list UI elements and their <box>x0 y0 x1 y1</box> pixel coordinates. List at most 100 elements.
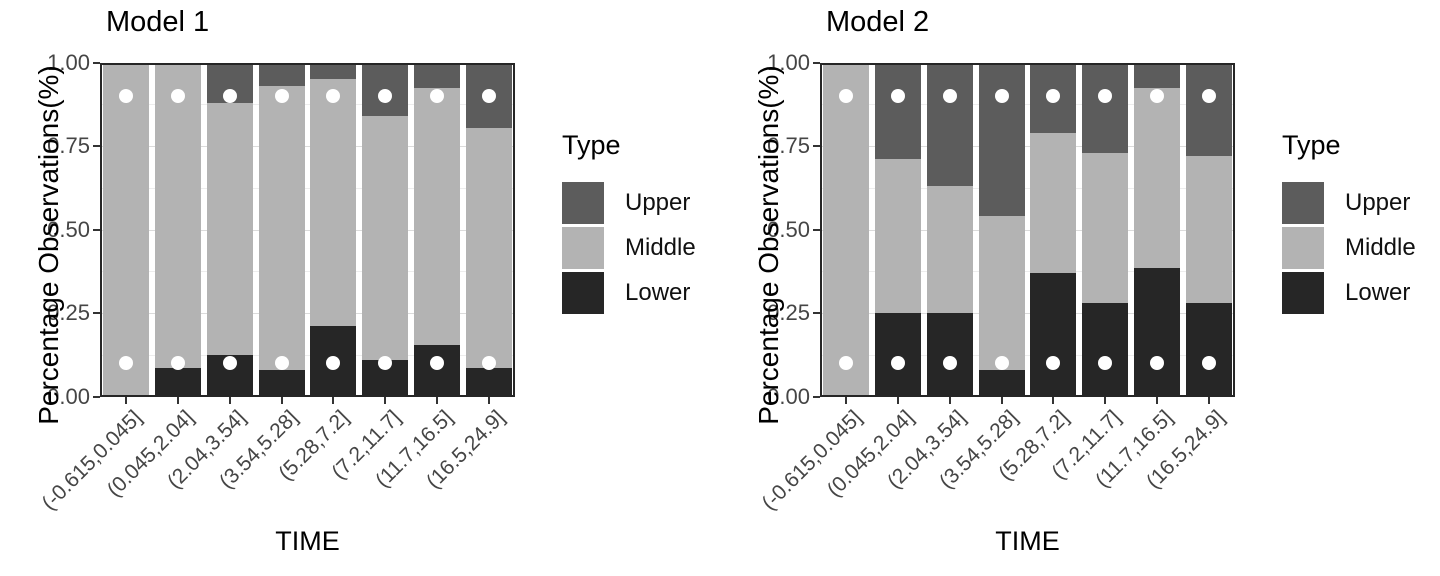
bar-segment-upper <box>1186 62 1233 157</box>
x-axis-tick <box>844 396 847 404</box>
legend-item-lower: Lower <box>562 272 690 314</box>
gridline-minor <box>820 354 1235 356</box>
legend-item-upper: Upper <box>1282 182 1410 224</box>
gridline-minor <box>820 271 1235 273</box>
point-marker <box>222 88 237 103</box>
x-axis-tick <box>1156 396 1159 404</box>
x-axis-tick <box>280 396 283 404</box>
y-tick-label: 0.50 <box>767 216 810 242</box>
x-axis-tick <box>124 396 127 404</box>
legend-item-middle: Middle <box>562 227 696 269</box>
point-marker <box>838 88 853 103</box>
bar-segment-lower <box>154 368 201 397</box>
gridline-major <box>100 313 515 314</box>
bar-segment-lower <box>874 313 921 397</box>
x-axis-tick <box>488 396 491 404</box>
bar-segment-middle <box>206 102 253 355</box>
x-axis-tick <box>1052 396 1055 404</box>
point-marker <box>1150 88 1165 103</box>
legend-label-lower: Lower <box>1345 279 1411 306</box>
point-marker <box>378 356 393 371</box>
legend: Type Upper Middle Lower <box>1282 130 1438 320</box>
y-tick-label: 0.50 <box>47 216 90 242</box>
y-tick-label: 0.00 <box>47 383 90 409</box>
gridline-major <box>820 146 1235 147</box>
y-axis-tick <box>813 228 820 231</box>
bar-segment-lower <box>258 369 305 397</box>
y-axis-tick <box>93 312 100 314</box>
gridline-minor <box>100 187 515 189</box>
point-marker <box>482 88 497 103</box>
bar-segment-middle <box>1082 152 1129 303</box>
chart-model-1: (-0.615,0.045] (0.045,2.04] (2.04,3.54] (3.… <box>33 6 718 556</box>
gridline-minor <box>100 271 515 273</box>
point-marker <box>430 88 445 103</box>
gridline-minor <box>820 104 1235 106</box>
point-marker <box>170 356 185 371</box>
bar-segment-upper <box>926 62 973 187</box>
y-axis-tick <box>93 228 100 231</box>
point-marker <box>1098 88 1113 103</box>
legend-item-upper: Upper <box>562 182 690 224</box>
x-axis-tick <box>1208 396 1211 404</box>
gridline-minor <box>820 187 1235 189</box>
point-marker <box>482 356 497 371</box>
legend-swatch-upper <box>1282 182 1324 224</box>
point-marker <box>1046 356 1061 371</box>
y-tick-label: 0.00 <box>767 383 810 409</box>
y-tick-label: 1.00 <box>767 49 810 75</box>
legend-title: Type <box>562 130 621 160</box>
bar-segment-middle <box>258 85 305 370</box>
point-marker <box>170 88 185 103</box>
bar-segment-middle <box>874 159 921 313</box>
legend-swatch-lower <box>562 272 604 314</box>
point-marker <box>942 356 957 371</box>
bar-segment-middle <box>466 127 513 369</box>
point-marker <box>326 356 341 371</box>
point-marker <box>994 356 1009 371</box>
bar-segment-middle <box>1186 156 1233 303</box>
legend-label-upper: Upper <box>625 189 691 216</box>
bar-segment-middle <box>414 87 461 345</box>
gridline-major <box>820 313 1235 314</box>
y-tick-label: 0.25 <box>47 300 90 325</box>
point-marker <box>1098 356 1113 371</box>
bar-segment-upper <box>258 62 305 86</box>
legend-item-middle: Middle <box>1282 227 1416 269</box>
legend-swatch-middle <box>1282 227 1324 269</box>
x-axis-tick <box>1000 396 1003 404</box>
point-marker <box>430 356 445 371</box>
point-marker <box>274 88 289 103</box>
point-marker <box>1202 356 1217 371</box>
y-axis-tick <box>93 395 100 398</box>
bar-segment-lower <box>926 313 973 397</box>
legend-title: Type <box>1282 130 1341 160</box>
bar-segment-middle <box>822 62 869 397</box>
point-marker <box>222 356 237 371</box>
legend-swatch-upper <box>562 182 604 224</box>
bar-segment-middle <box>154 62 201 369</box>
point-marker <box>942 88 957 103</box>
y-axis-tick <box>813 61 820 64</box>
point-marker <box>1202 88 1217 103</box>
point-marker <box>890 356 905 371</box>
bar-segment-upper <box>1134 62 1181 88</box>
point-marker <box>1046 88 1061 103</box>
bar-segment-middle <box>926 186 973 313</box>
gridline-major <box>820 229 1235 231</box>
point-marker <box>118 88 133 103</box>
bar-segment-lower <box>466 368 513 397</box>
y-tick-label: 1.00 <box>47 49 90 75</box>
y-axis-tick <box>813 395 820 398</box>
x-axis-title: TIME <box>995 526 1060 556</box>
legend-item-lower: Lower <box>1282 272 1410 314</box>
bar-segment-lower <box>1134 267 1181 397</box>
bar-segment-lower <box>414 344 461 397</box>
x-axis-tick <box>1104 396 1107 404</box>
gridline-minor <box>100 104 515 106</box>
x-axis-tick <box>948 396 951 404</box>
bar-segment-middle <box>362 115 409 360</box>
legend-label-lower: Lower <box>625 279 691 306</box>
legend: Type Upper Middle Lower <box>562 130 718 320</box>
x-axis-tick <box>228 396 231 404</box>
